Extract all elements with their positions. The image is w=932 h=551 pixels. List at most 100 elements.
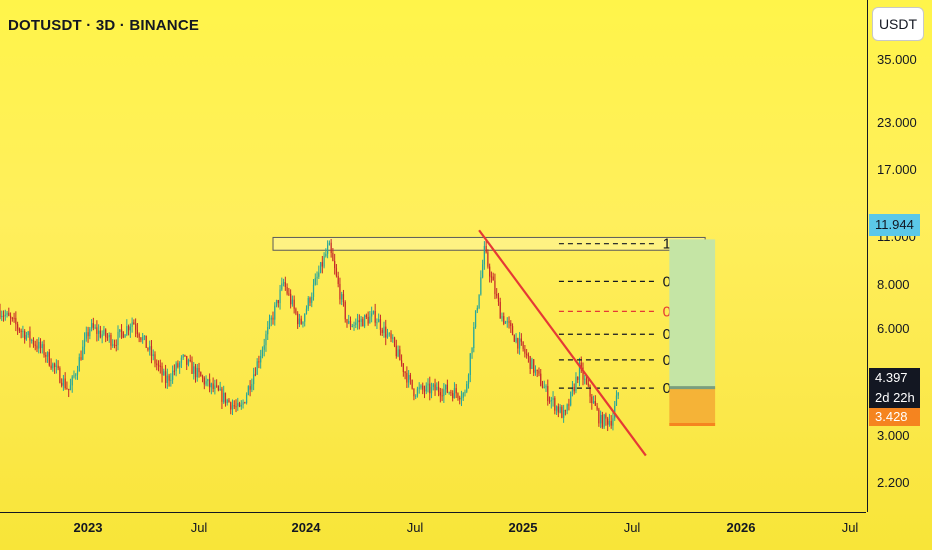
candle bbox=[184, 354, 186, 358]
y-tick-label: 2.200 bbox=[877, 475, 910, 490]
y-tick-label: 6.000 bbox=[877, 321, 910, 336]
candle-body bbox=[328, 242, 330, 246]
candle bbox=[212, 377, 214, 393]
candle-body bbox=[191, 360, 193, 374]
candle bbox=[52, 362, 54, 372]
candle-body bbox=[430, 386, 433, 394]
candle bbox=[392, 334, 394, 343]
candle-body bbox=[355, 322, 357, 325]
candle bbox=[66, 381, 68, 390]
candle-body bbox=[600, 414, 602, 424]
candle-body bbox=[96, 327, 98, 334]
candle bbox=[464, 389, 466, 397]
candle-body bbox=[344, 302, 346, 320]
candle bbox=[335, 264, 338, 278]
candle-body bbox=[568, 404, 570, 406]
candle-body bbox=[4, 314, 6, 316]
candle-body bbox=[334, 260, 336, 269]
candle-body bbox=[135, 324, 137, 330]
candle-body bbox=[261, 349, 264, 357]
candle bbox=[249, 380, 251, 397]
candle-body bbox=[237, 403, 239, 407]
candle bbox=[385, 319, 387, 346]
candle-body bbox=[284, 282, 286, 287]
candle bbox=[182, 353, 184, 360]
candle-body bbox=[490, 276, 493, 278]
candle bbox=[226, 398, 228, 406]
candle-body bbox=[351, 326, 353, 328]
currency-button[interactable]: USDT bbox=[872, 7, 924, 41]
candle-body bbox=[496, 294, 498, 296]
candle-body bbox=[522, 341, 524, 349]
candle-body bbox=[112, 344, 114, 346]
candle-body bbox=[534, 369, 537, 373]
candle bbox=[592, 395, 595, 404]
candle bbox=[258, 355, 260, 369]
candle bbox=[15, 311, 17, 332]
candle bbox=[156, 359, 158, 371]
candle-body bbox=[485, 246, 487, 253]
candle-body bbox=[184, 354, 186, 357]
candle-body bbox=[323, 256, 325, 267]
candle bbox=[337, 271, 339, 288]
candle bbox=[314, 273, 316, 286]
candle bbox=[612, 411, 614, 431]
candle bbox=[353, 321, 355, 331]
candle-body bbox=[460, 397, 463, 400]
candle bbox=[85, 326, 87, 342]
candle bbox=[126, 319, 128, 337]
price-axis[interactable] bbox=[867, 0, 932, 512]
candle-body bbox=[615, 395, 618, 406]
candle bbox=[75, 373, 77, 380]
candle bbox=[138, 332, 140, 343]
candle-body bbox=[415, 395, 417, 397]
candle bbox=[420, 384, 422, 390]
candle-body bbox=[265, 334, 267, 346]
candle bbox=[99, 325, 102, 339]
candle-body bbox=[150, 346, 153, 356]
candle bbox=[362, 316, 364, 327]
candle-body bbox=[196, 367, 198, 378]
candle-body bbox=[531, 359, 533, 369]
candle-body bbox=[397, 349, 399, 357]
candle bbox=[319, 261, 322, 274]
candle bbox=[531, 357, 533, 370]
candle bbox=[441, 388, 443, 402]
candle-body bbox=[298, 318, 301, 325]
candle-body bbox=[157, 364, 160, 366]
candle bbox=[552, 391, 554, 407]
candle-body bbox=[288, 293, 290, 295]
candle-body bbox=[61, 382, 63, 386]
candle bbox=[409, 372, 412, 385]
candle bbox=[265, 330, 267, 352]
candle bbox=[242, 399, 244, 409]
candle-body bbox=[138, 333, 140, 338]
candle bbox=[256, 358, 258, 375]
candle-body bbox=[408, 374, 410, 383]
candle-body bbox=[140, 337, 142, 341]
candle bbox=[494, 273, 496, 300]
candle-body bbox=[194, 366, 197, 378]
candle-body bbox=[513, 335, 515, 342]
candle-body bbox=[564, 410, 567, 412]
candle-body bbox=[166, 375, 168, 383]
candle-body bbox=[446, 384, 449, 393]
candle bbox=[390, 330, 392, 343]
candle-body bbox=[529, 356, 531, 369]
candle-body bbox=[50, 365, 52, 369]
time-axis[interactable] bbox=[0, 512, 866, 551]
candle bbox=[605, 412, 607, 426]
candle-body bbox=[147, 347, 149, 350]
candle-body bbox=[524, 348, 526, 354]
candle bbox=[64, 372, 66, 390]
price-chart[interactable]: 10.7860.6180.50.3820.236 bbox=[0, 0, 866, 512]
candle bbox=[432, 382, 434, 391]
candle bbox=[89, 326, 91, 340]
candle-body bbox=[376, 322, 378, 324]
candle bbox=[150, 340, 153, 364]
candle-body bbox=[304, 313, 306, 322]
candle bbox=[476, 305, 478, 314]
candle-body bbox=[101, 334, 103, 338]
candle bbox=[436, 382, 438, 391]
